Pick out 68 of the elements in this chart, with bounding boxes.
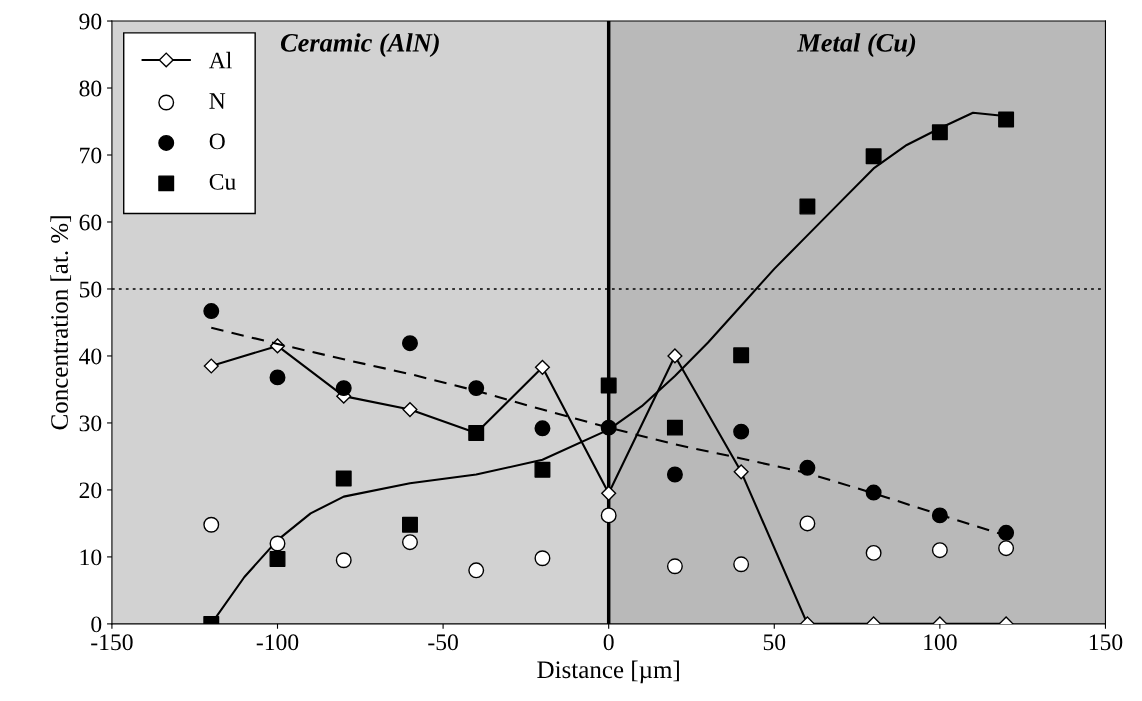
x-tick-label: 50 [763,634,786,651]
point [733,423,750,440]
point [600,507,617,524]
y-tick-label: 80 [79,80,102,97]
x-tick-label: 100 [924,634,957,651]
point [931,507,948,524]
legend-label: N [209,93,226,109]
point [534,550,551,567]
point [799,198,816,215]
point [667,348,683,364]
point [401,534,418,551]
point [865,484,882,501]
point [534,420,551,437]
y-tick-label: 70 [80,147,102,164]
y-tick-label: 50 [79,281,102,298]
point [666,466,683,483]
point [865,544,882,561]
point [931,542,948,559]
band-label: Ceramic (AlN) [280,33,439,58]
point [666,419,683,436]
x-tick-label: -50 [428,634,458,651]
x-tick-label: 0 [603,634,614,651]
point [269,535,286,552]
point [601,485,617,501]
y-axis-title: Concentration [at. %] [50,216,72,430]
point [534,359,551,375]
point [402,401,418,418]
point [203,303,220,320]
point [666,558,683,575]
point [865,148,882,165]
point [600,419,617,436]
point [799,515,816,532]
point [269,369,286,386]
y-tick-label: 10 [80,549,102,566]
point [733,556,750,573]
point [534,461,551,478]
y-tick-label: 0 [91,616,102,633]
y-tick-label: 60 [79,214,102,231]
point [335,552,352,569]
point [203,358,219,374]
point [733,464,749,480]
y-tick-label: 40 [79,348,102,365]
x-axis-title: Distance [µm] [537,660,679,684]
legend-label: Al [208,51,232,69]
y-tick-label: 30 [79,415,102,432]
point [600,377,617,394]
point [998,540,1015,557]
point [401,516,418,533]
point [998,524,1015,541]
point [931,124,948,141]
point [998,111,1015,128]
point [203,516,220,533]
point [733,347,750,364]
point [799,459,816,476]
point [468,380,485,397]
band-label: Metal (Cu) [796,33,916,58]
legend-label: O [209,133,225,150]
x-tick-label: -100 [256,634,299,651]
point [269,550,286,567]
point [335,470,352,487]
y-tick-label: 90 [79,13,102,30]
point [335,380,352,397]
x-tick-label: 150 [1089,634,1123,651]
y-tick-label: 20 [79,482,102,499]
point [401,335,418,352]
legend-label: Cu [209,173,236,190]
x-tick-label: -150 [91,634,133,651]
point [468,562,485,579]
